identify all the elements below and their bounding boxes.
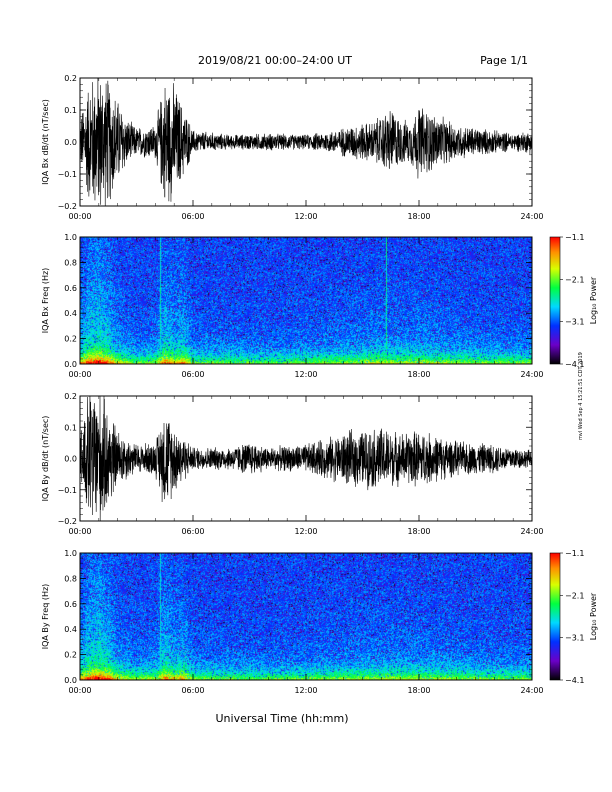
panel-1-axes: −0.2 −0.1 0.0 0.1 0.2 00:00 06:00 12:00 18:00 24:… [41, 74, 544, 221]
y-tick-label: 0.2 [64, 335, 77, 344]
x-tick-label: 24:00 [520, 370, 543, 379]
y-tick-label: 1.0 [64, 233, 77, 242]
y-axis-label: IQA Bx dB/dt (nT/sec) [41, 99, 50, 185]
y-tick-label: 0.0 [64, 455, 77, 464]
y-tick-label: 0.2 [64, 651, 77, 660]
y-tick-label: 0.8 [64, 574, 77, 583]
colorbar-label: Log₁₀ Power [589, 592, 598, 640]
spectrogram-image [80, 237, 532, 364]
page-number: Page 1/1 [480, 54, 528, 67]
y-axis-label: IQA By Freq (Hz) [41, 584, 50, 650]
y-tick-label: 0.2 [64, 392, 77, 401]
colorbar-tick-label: −2.1 [565, 591, 584, 600]
panel-3-series [80, 396, 532, 521]
dbdt-trace [80, 396, 532, 521]
panel-4-colorbar: −1.1 −2.1 −3.1 −4.1 Log₁₀ Power [549, 549, 598, 685]
dbdt-trace [80, 78, 532, 206]
y-tick-label: 0.6 [64, 600, 77, 609]
side-timestamp: mvl Wed Sep 4 15:21:51 CDT 2019 [578, 352, 584, 440]
x-tick-label: 24:00 [520, 212, 543, 221]
colorbar-tick-label: −4.1 [565, 676, 584, 685]
x-tick-label: 12:00 [294, 212, 317, 221]
x-tick-label: 12:00 [294, 370, 317, 379]
panel-3-axes: −0.2 −0.1 0.0 0.1 0.2 00:00 06:00 12:00 18:00 24:… [41, 392, 544, 536]
x-tick-label: 00:00 [68, 212, 91, 221]
y-axis-label: IQA By dB/dt (nT/sec) [41, 416, 50, 502]
x-tick-label: 18:00 [407, 527, 430, 536]
page-title: 2019/08/21 00:00–24:00 UT [198, 54, 352, 67]
colorbar-tick-label: −4.1 [565, 360, 584, 369]
colorbar-tick-label: −2.1 [565, 275, 584, 284]
x-tick-label: 12:00 [294, 686, 317, 695]
x-tick-label: 00:00 [68, 686, 91, 695]
y-tick-label: −0.1 [58, 486, 77, 495]
colorbar-gradient [549, 552, 561, 681]
y-tick-label: 0.4 [64, 625, 77, 634]
y-tick-label: −0.2 [58, 202, 77, 211]
x-tick-label: 00:00 [68, 527, 91, 536]
plot-frame [79, 77, 533, 207]
y-tick-label: 1.0 [64, 549, 77, 558]
y-axis-label: IQA Bx Freq (Hz) [41, 268, 50, 334]
panel-2-spectrogram [80, 237, 532, 364]
panel-1-series [80, 78, 532, 206]
x-tick-label: 06:00 [181, 370, 204, 379]
x-tick-label: 24:00 [520, 686, 543, 695]
colorbar-tick-label: −1.1 [565, 233, 584, 242]
y-tick-label: 0.4 [64, 309, 77, 318]
colorbar-tick-label: −3.1 [565, 318, 584, 327]
y-tick-label: 0.2 [64, 74, 77, 83]
colorbar-gradient [549, 236, 561, 365]
x-axis-label: Universal Time (hh:mm) [216, 712, 349, 725]
x-tick-label: 06:00 [181, 527, 204, 536]
y-tick-label: −0.1 [58, 170, 77, 179]
x-tick-label: 18:00 [407, 212, 430, 221]
x-tick-label: 18:00 [407, 370, 430, 379]
colorbar-tick-label: −1.1 [565, 549, 584, 558]
y-tick-label: 0.0 [64, 138, 77, 147]
y-tick-label: 0.6 [64, 284, 77, 293]
colorbar-tick-label: −3.1 [565, 634, 584, 643]
x-tick-label: 06:00 [181, 212, 204, 221]
y-tick-label: −0.2 [58, 517, 77, 526]
panel-2-axes: 0.0 0.2 0.4 0.6 0.8 1.0 00:00 06:00 12:00 18:00 24… [41, 233, 544, 379]
x-tick-label: 06:00 [181, 686, 204, 695]
colorbar-label: Log₁₀ Power [589, 276, 598, 324]
plot-frame [79, 395, 533, 522]
plot-frame [79, 236, 533, 365]
y-tick-label: 0.0 [64, 676, 77, 685]
x-tick-label: 18:00 [407, 686, 430, 695]
panel-4-axes: 0.0 0.2 0.4 0.6 0.8 1.0 00:00 06:00 12:00 18:00 24… [41, 549, 544, 695]
x-tick-label: 12:00 [294, 527, 317, 536]
spectrogram-image [80, 553, 532, 680]
panel-2-colorbar: −1.1 −2.1 −3.1 −4.1 Log₁₀ Power [549, 233, 598, 369]
y-tick-label: 0.0 [64, 360, 77, 369]
plot-frame [79, 552, 533, 681]
panel-4-spectrogram [80, 553, 532, 680]
y-tick-label: 0.1 [64, 106, 77, 115]
y-tick-label: 0.8 [64, 258, 77, 267]
y-tick-label: 0.1 [64, 423, 77, 432]
x-tick-label: 00:00 [68, 370, 91, 379]
x-tick-label: 24:00 [520, 527, 543, 536]
